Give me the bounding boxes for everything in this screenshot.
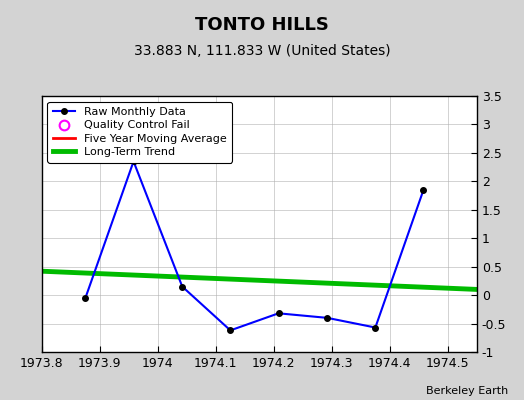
Raw Monthly Data bbox=[276, 311, 282, 316]
Raw Monthly Data bbox=[227, 328, 234, 333]
Raw Monthly Data bbox=[420, 188, 427, 192]
Line: Raw Monthly Data: Raw Monthly Data bbox=[83, 159, 426, 333]
Text: TONTO HILLS: TONTO HILLS bbox=[195, 16, 329, 34]
Raw Monthly Data bbox=[82, 296, 89, 300]
Raw Monthly Data bbox=[324, 316, 330, 320]
Text: 33.883 N, 111.833 W (United States): 33.883 N, 111.833 W (United States) bbox=[134, 44, 390, 58]
Raw Monthly Data bbox=[179, 284, 185, 289]
Text: Berkeley Earth: Berkeley Earth bbox=[426, 386, 508, 396]
Raw Monthly Data bbox=[372, 325, 378, 330]
Raw Monthly Data bbox=[130, 159, 137, 164]
Legend: Raw Monthly Data, Quality Control Fail, Five Year Moving Average, Long-Term Tren: Raw Monthly Data, Quality Control Fail, … bbox=[48, 102, 233, 163]
